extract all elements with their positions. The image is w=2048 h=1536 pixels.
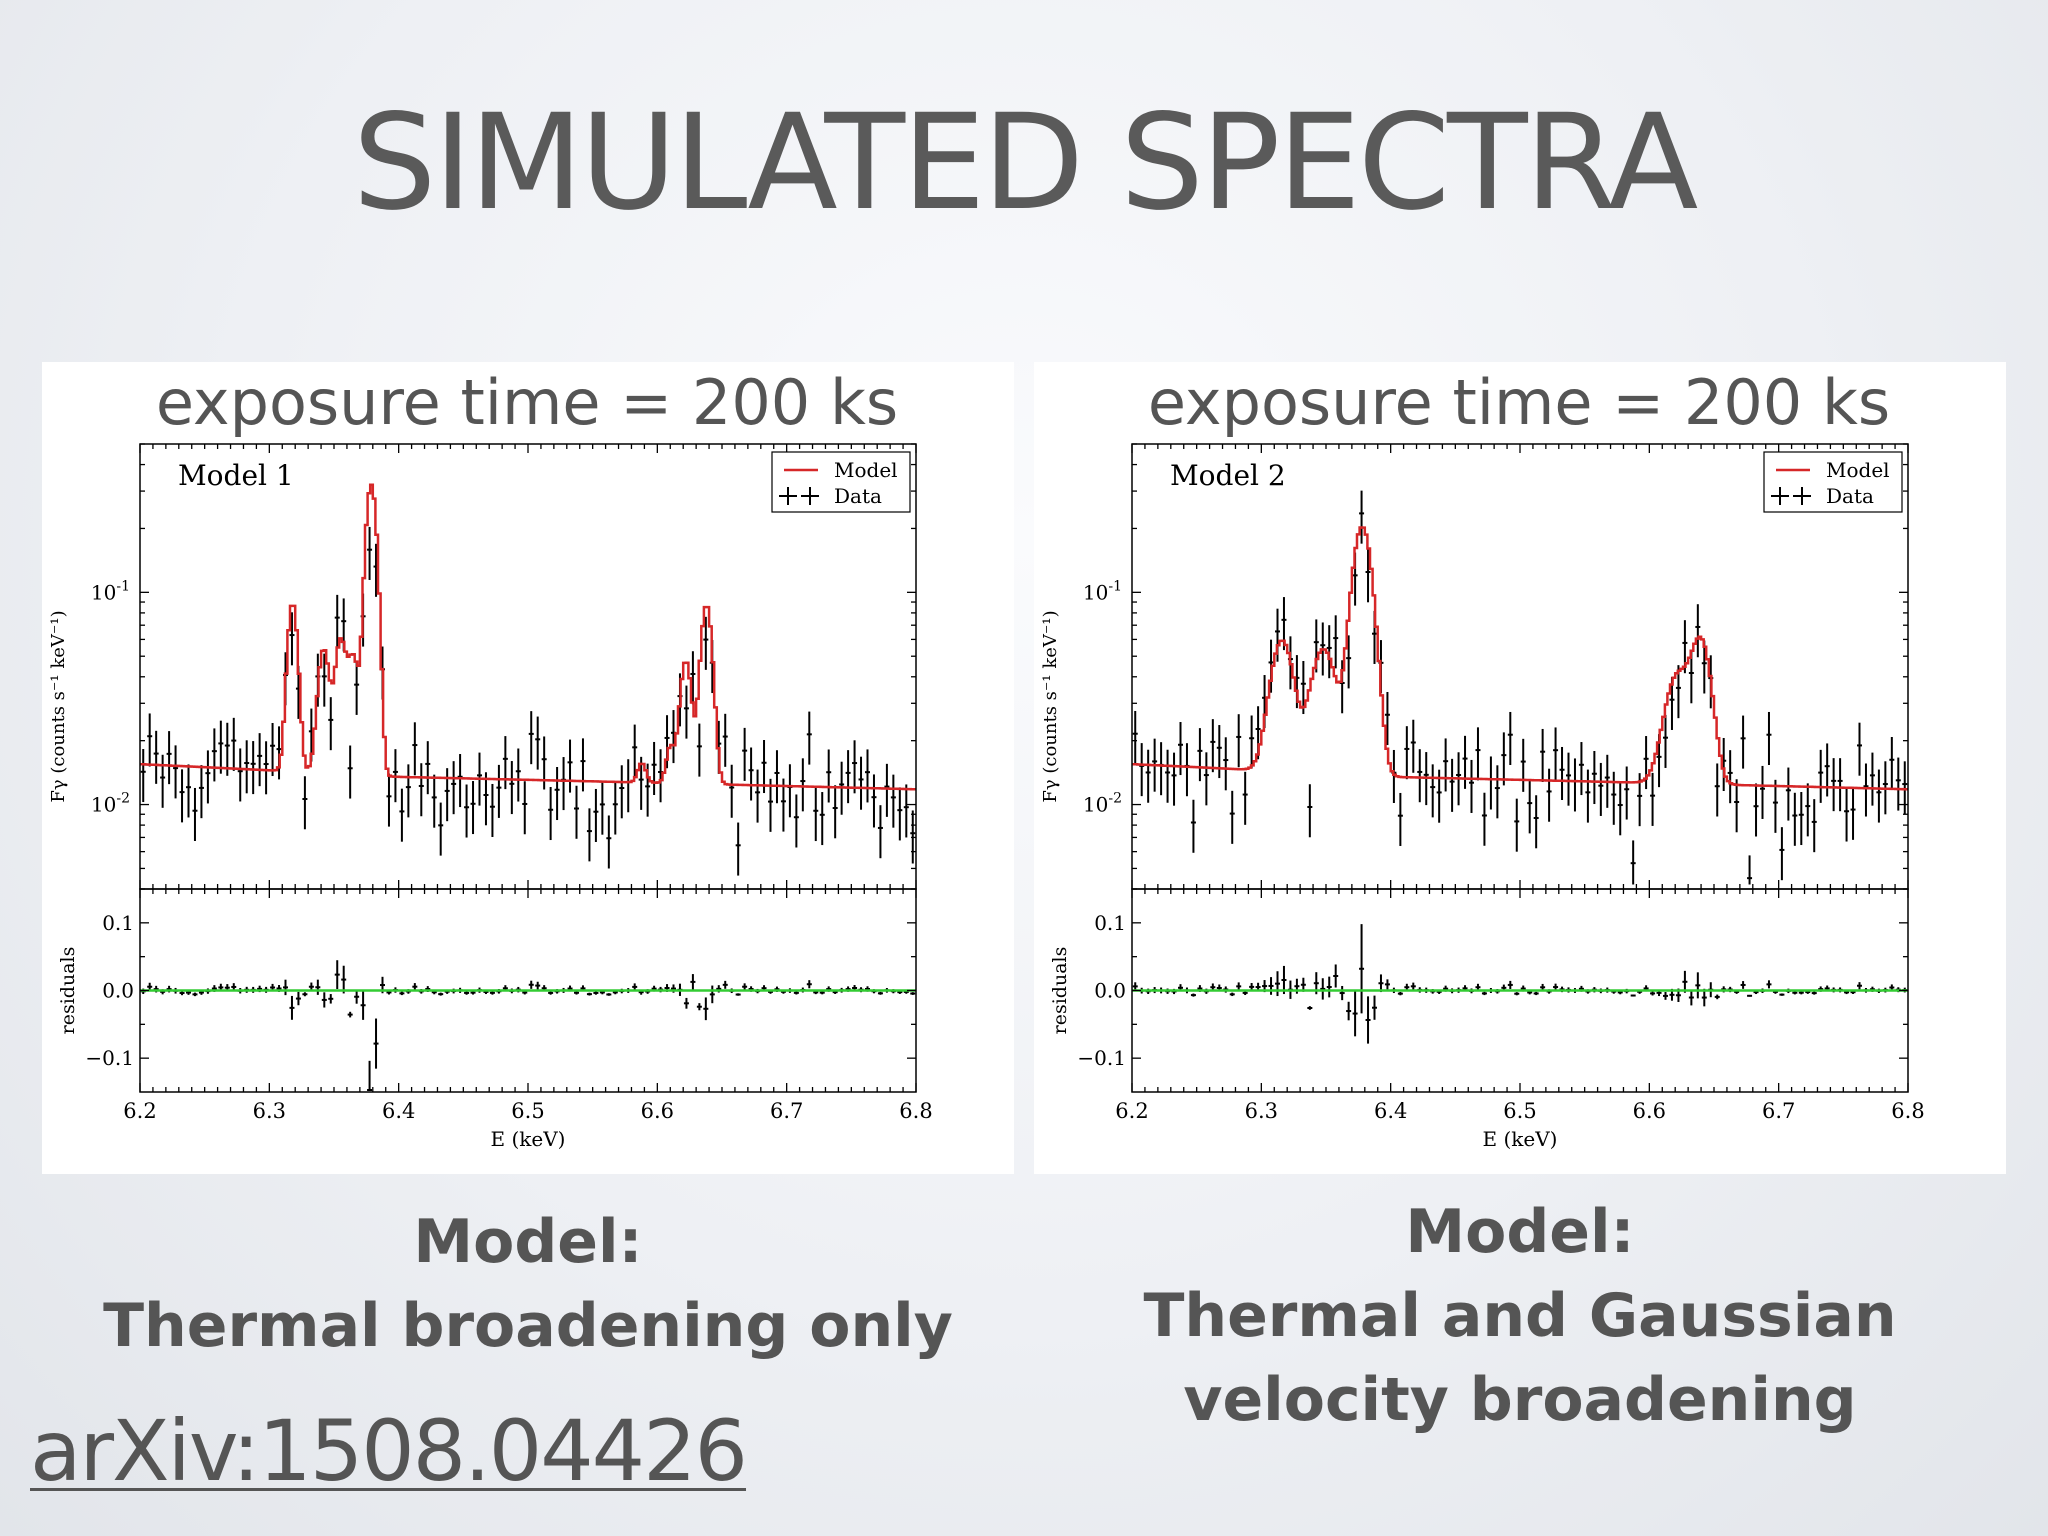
y-axis-label-flux: Fγ (counts s⁻¹ keV⁻¹) — [1040, 610, 1061, 802]
residual-tick-label: 0.1 — [102, 911, 134, 935]
residual-tick-label: 0.0 — [1094, 979, 1126, 1003]
chart-title: exposure time = 200 ks — [156, 366, 898, 439]
x-tick-label: 6.6 — [641, 1099, 674, 1123]
x-tick-label: 6.7 — [770, 1099, 803, 1123]
model-curve — [1132, 526, 1908, 791]
x-tick-label: 6.7 — [1762, 1099, 1795, 1123]
model-annotation: Model 1 — [178, 459, 294, 492]
residual-points-group — [140, 960, 916, 1091]
data-points-group — [1132, 490, 1908, 885]
y-tick-label: 10-2 — [91, 791, 130, 817]
x-tick-label: 6.4 — [382, 1099, 415, 1123]
y-tick-label: 10-1 — [91, 578, 130, 604]
caption-model-1-line-1: Model: — [413, 1207, 643, 1277]
residual-tick-label: −0.1 — [85, 1046, 134, 1070]
legend-data-label: Data — [834, 484, 882, 508]
data-points-group — [140, 526, 916, 876]
x-axis-label: E (keV) — [1483, 1127, 1558, 1151]
x-tick-label: 6.2 — [1115, 1099, 1148, 1123]
y-axis-label-residuals: residuals — [57, 947, 79, 1035]
x-tick-label: 6.5 — [511, 1099, 544, 1123]
caption-model-2-line-3: velocity broadening — [1183, 1365, 1857, 1435]
residual-points-group — [1132, 924, 1908, 1044]
y-axis-label-flux: Fγ (counts s⁻¹ keV⁻¹) — [48, 610, 69, 802]
caption-model-2-line-1: Model: — [1405, 1197, 1635, 1267]
x-tick-label: 6.6 — [1633, 1099, 1666, 1123]
x-tick-label: 6.2 — [123, 1099, 156, 1123]
legend-data-swatch — [779, 487, 819, 505]
x-tick-label: 6.5 — [1503, 1099, 1536, 1123]
slide-title: SIMULATED SPECTRA — [352, 86, 1699, 240]
residual-tick-label: −0.1 — [1077, 1046, 1126, 1070]
legend-box — [1763, 451, 1903, 513]
model-curve — [140, 483, 916, 791]
spectrum-panel-model-2: exposure time = 200 ks 6.2 6.3 6.4 6.5 6.6 6.7… — [1034, 362, 2006, 1174]
chart-title: exposure time = 200 ks — [1148, 366, 1890, 439]
caption-model-1: Model: Thermal broadening only — [42, 1200, 1014, 1368]
residual-tick-label: 0.0 — [102, 979, 134, 1003]
arxiv-reference-link[interactable]: arXiv:1508.04426 — [30, 1402, 748, 1500]
x-tick-label: 6.4 — [1374, 1099, 1407, 1123]
legend-box — [771, 451, 911, 513]
spectrum-chart-svg: exposure time = 200 ks 6.2 6.3 6.4 6.5 6.6 6.7… — [48, 366, 933, 1151]
x-tick-label: 6.3 — [253, 1099, 286, 1123]
model-annotation: Model 2 — [1170, 459, 1286, 492]
legend-data-swatch — [1771, 487, 1811, 505]
x-tick-label: 6.8 — [899, 1099, 932, 1123]
y-tick-label: 10-1 — [1083, 578, 1122, 604]
y-tick-label: 10-2 — [1083, 791, 1122, 817]
x-tick-label: 6.8 — [1891, 1099, 1924, 1123]
tick-marks-group — [1131, 443, 1909, 1092]
x-axis-label: E (keV) — [491, 1127, 566, 1151]
legend-model-label: Model — [1826, 458, 1890, 482]
y-axis-label-residuals: residuals — [1049, 947, 1071, 1035]
spectrum-panel-model-1: exposure time = 200 ks 6.2 6.3 6.4 6.5 6.6 6.7… — [42, 362, 1014, 1174]
caption-model-1-line-2: Thermal broadening only — [103, 1291, 953, 1361]
caption-model-2-line-2: Thermal and Gaussian — [1143, 1281, 1897, 1351]
tick-marks-group — [139, 443, 917, 1092]
residual-tick-label: 0.1 — [1094, 911, 1126, 935]
legend-data-label: Data — [1826, 484, 1874, 508]
caption-model-2: Model: Thermal and Gaussian velocity bro… — [1034, 1190, 2006, 1442]
legend-model-label: Model — [834, 458, 898, 482]
spectrum-chart-svg: exposure time = 200 ks 6.2 6.3 6.4 6.5 6.6 6.7… — [1040, 366, 1925, 1151]
x-tick-label: 6.3 — [1245, 1099, 1278, 1123]
